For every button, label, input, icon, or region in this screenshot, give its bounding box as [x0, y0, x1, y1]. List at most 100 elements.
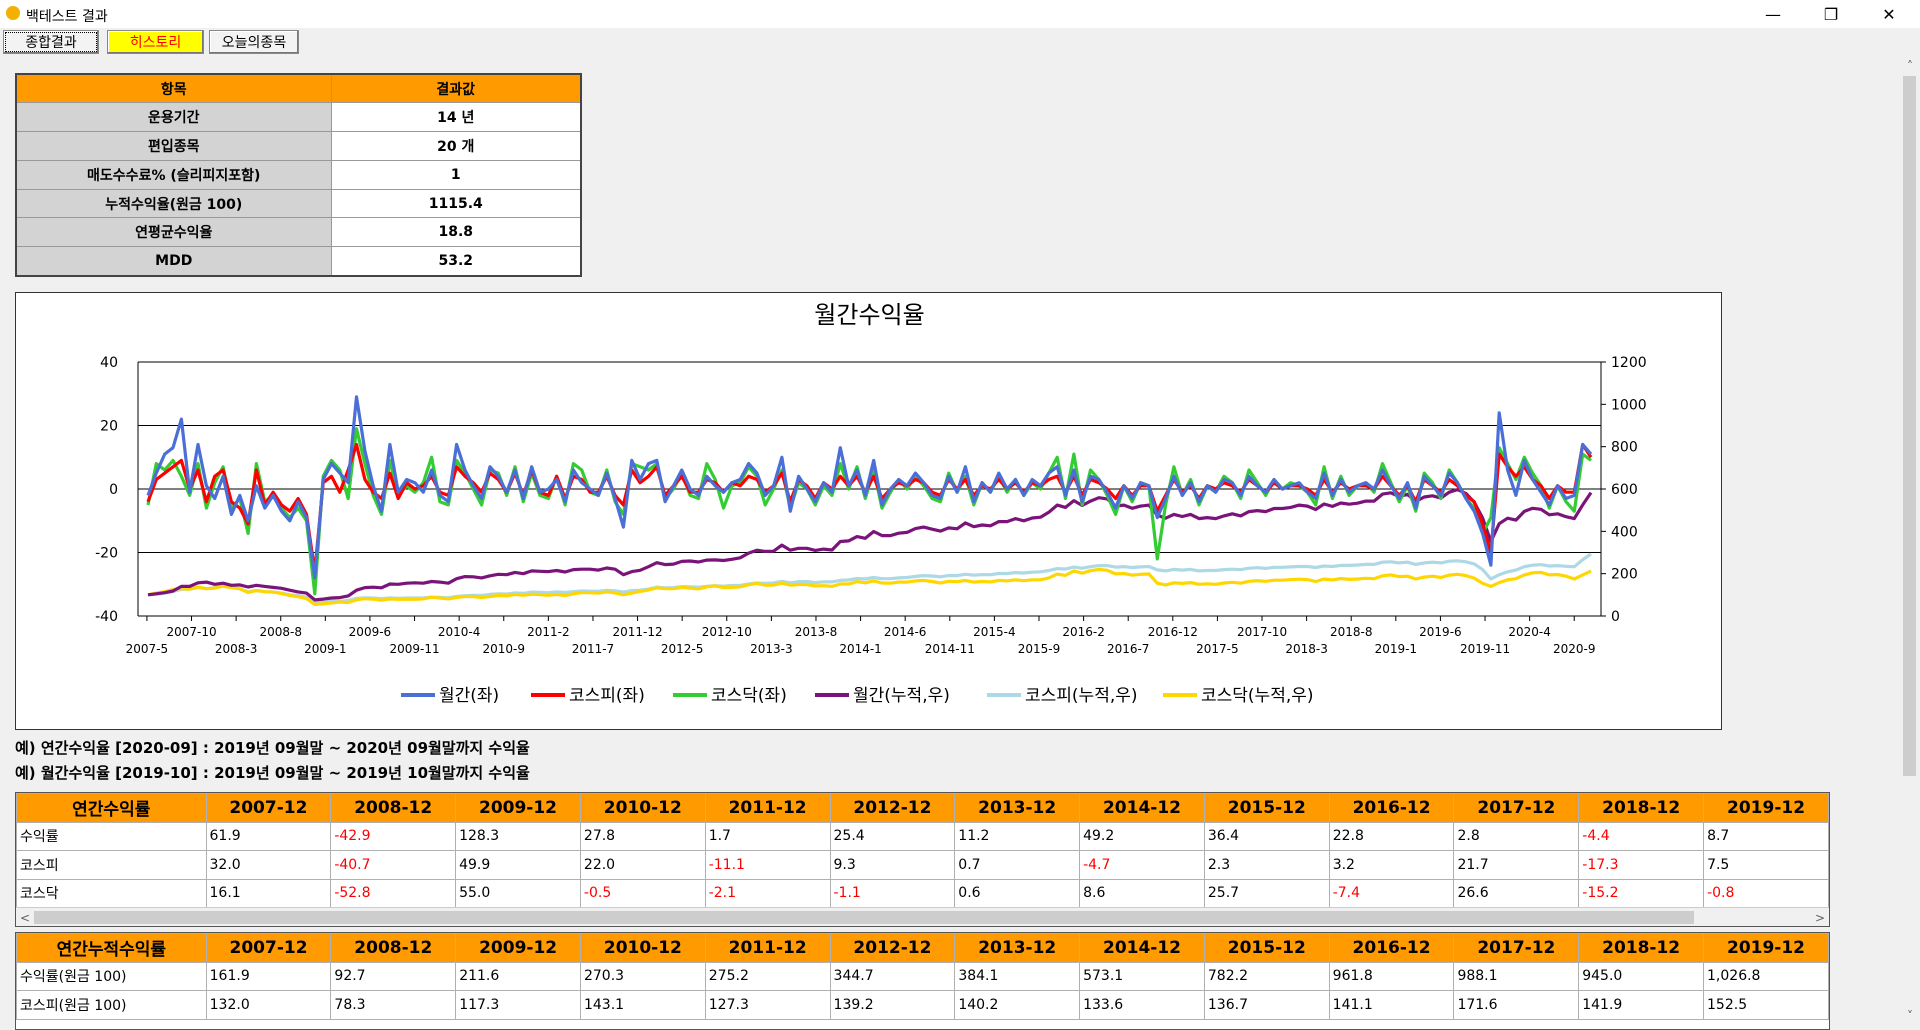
row-label-cell[interactable]: 코스피	[16, 850, 207, 880]
annual-return-grid[interactable]: 연간수익률 2007-12 2008-12 2009-12 2010-12 2011-12…	[15, 792, 1830, 927]
row-label-cell[interactable]: 코스닥	[16, 878, 207, 908]
table-cell[interactable]: 344.7	[829, 961, 956, 991]
cumulative-column-header[interactable]: 2015-12	[1203, 933, 1330, 963]
table-cell[interactable]: 988.1	[1453, 961, 1580, 991]
table-cell[interactable]: 7.5	[1703, 850, 1829, 880]
cumulative-column-header[interactable]: 2009-12	[455, 933, 581, 963]
annual-column-header[interactable]: 2018-12	[1578, 793, 1705, 823]
tab-summary[interactable]: 종합결과	[3, 30, 99, 54]
table-cell[interactable]: 61.9	[205, 821, 332, 851]
table-cell[interactable]: 128.3	[455, 821, 581, 851]
table-cell[interactable]: 133.6	[1079, 990, 1205, 1020]
table-cell[interactable]: 2.8	[1453, 821, 1580, 851]
annual-column-header[interactable]: 2009-12	[455, 793, 581, 823]
table-cell[interactable]: 140.2	[954, 990, 1081, 1020]
table-cell[interactable]: 141.1	[1328, 990, 1455, 1020]
table-cell[interactable]: 143.1	[579, 990, 706, 1020]
scroll-up-icon[interactable]: ˄	[1907, 58, 1913, 73]
table-cell[interactable]: 0.7	[954, 850, 1081, 880]
cumulative-column-header[interactable]: 2016-12	[1328, 933, 1455, 963]
table-cell[interactable]: -7.4	[1328, 878, 1455, 908]
table-cell[interactable]: 27.8	[579, 821, 706, 851]
table-cell[interactable]: -2.1	[704, 878, 831, 908]
annual-column-header[interactable]: 2013-12	[954, 793, 1081, 823]
close-button[interactable]: ✕	[1882, 4, 1896, 24]
table-cell[interactable]: 782.2	[1203, 961, 1330, 991]
table-cell[interactable]: 211.6	[455, 961, 581, 991]
table-cell[interactable]: 26.6	[1453, 878, 1580, 908]
table-cell[interactable]: 275.2	[704, 961, 831, 991]
table-row[interactable]: 수익률 61.9 -42.9 128.3 27.8 1.7 25.4 11.2 49.2 36.4…	[16, 821, 1829, 851]
table-cell[interactable]: 141.9	[1578, 990, 1705, 1020]
annual-column-header[interactable]: 2010-12	[579, 793, 706, 823]
table-cell[interactable]: 961.8	[1328, 961, 1455, 991]
annual-column-header[interactable]: 2011-12	[704, 793, 831, 823]
tab-today-stocks[interactable]: 오늘의종목	[209, 30, 299, 54]
annual-column-header[interactable]: 2012-12	[829, 793, 956, 823]
table-cell[interactable]: -11.1	[704, 850, 831, 880]
table-cell[interactable]: -42.9	[330, 821, 457, 851]
table-row[interactable]: 코스피(원금 100) 132.0 78.3 117.3 143.1 127.3 139.2…	[16, 990, 1829, 1020]
table-cell[interactable]: 171.6	[1453, 990, 1580, 1020]
table-cell[interactable]: 270.3	[579, 961, 706, 991]
table-cell[interactable]: 573.1	[1079, 961, 1205, 991]
table-cell[interactable]: -17.3	[1578, 850, 1705, 880]
table-cell[interactable]: 127.3	[704, 990, 831, 1020]
annual-column-header[interactable]: 연간수익률	[16, 793, 207, 823]
table-cell[interactable]: 32.0	[205, 850, 332, 880]
table-cell[interactable]: -0.5	[579, 878, 706, 908]
row-label-cell[interactable]: 코스피(원금 100)	[16, 990, 207, 1020]
table-cell[interactable]: 36.4	[1203, 821, 1330, 851]
cumulative-column-header[interactable]: 2017-12	[1453, 933, 1580, 963]
annual-column-header[interactable]: 2014-12	[1079, 793, 1205, 823]
cumulative-column-header[interactable]: 2007-12	[205, 933, 332, 963]
table-row[interactable]: 수익률(원금 100) 161.9 92.7 211.6 270.3 275.2 344.7…	[16, 961, 1829, 991]
table-cell[interactable]: 55.0	[455, 878, 581, 908]
cumulative-column-header[interactable]: 2019-12	[1703, 933, 1829, 963]
table-cell[interactable]: 16.1	[205, 878, 332, 908]
table-cell[interactable]: 1,026.8	[1703, 961, 1829, 991]
table-cell[interactable]: 152.5	[1703, 990, 1829, 1020]
table-cell[interactable]: 3.2	[1328, 850, 1455, 880]
scroll-right-icon[interactable]: >	[1814, 910, 1826, 925]
cumulative-column-header[interactable]: 2011-12	[704, 933, 831, 963]
table-cell[interactable]: 49.2	[1079, 821, 1205, 851]
table-cell[interactable]: 161.9	[205, 961, 332, 991]
table-cell[interactable]: 9.3	[829, 850, 956, 880]
scroll-thumb[interactable]	[34, 911, 1694, 924]
cumulative-column-header[interactable]: 2018-12	[1578, 933, 1705, 963]
table-cell[interactable]: 49.9	[455, 850, 581, 880]
table-cell[interactable]: -4.7	[1079, 850, 1205, 880]
vertical-scrollbar[interactable]: ˄ ˅	[1899, 56, 1920, 1030]
table-cell[interactable]: 22.8	[1328, 821, 1455, 851]
scroll-left-icon[interactable]: <	[19, 910, 31, 925]
table-cell[interactable]: 132.0	[205, 990, 332, 1020]
table-cell[interactable]: 92.7	[330, 961, 457, 991]
table-cell[interactable]: -40.7	[330, 850, 457, 880]
table-cell[interactable]: 139.2	[829, 990, 956, 1020]
table-cell[interactable]: -4.4	[1578, 821, 1705, 851]
table-cell[interactable]: 2.3	[1203, 850, 1330, 880]
cumulative-column-header[interactable]: 2010-12	[579, 933, 706, 963]
table-cell[interactable]: 136.7	[1203, 990, 1330, 1020]
annual-column-header[interactable]: 2019-12	[1703, 793, 1829, 823]
annual-column-header[interactable]: 2008-12	[330, 793, 457, 823]
table-cell[interactable]: -15.2	[1578, 878, 1705, 908]
table-cell[interactable]: 11.2	[954, 821, 1081, 851]
row-label-cell[interactable]: 수익률(원금 100)	[16, 961, 207, 991]
table-cell[interactable]: 8.6	[1079, 878, 1205, 908]
cumulative-column-header[interactable]: 연간누적수익률	[16, 933, 207, 963]
row-label-cell[interactable]: 수익률	[16, 821, 207, 851]
table-cell[interactable]: 0.6	[954, 878, 1081, 908]
horizontal-scrollbar[interactable]: < >	[16, 907, 1829, 926]
table-cell[interactable]: 22.0	[579, 850, 706, 880]
table-cell[interactable]: 8.7	[1703, 821, 1829, 851]
minimize-button[interactable]: —	[1765, 4, 1781, 24]
annual-column-header[interactable]: 2016-12	[1328, 793, 1455, 823]
table-cell[interactable]: 384.1	[954, 961, 1081, 991]
table-row[interactable]: 코스닥 16.1 -52.8 55.0 -0.5 -2.1 -1.1 0.6 8.6 25.7 -7…	[16, 878, 1829, 908]
table-cell[interactable]: -52.8	[330, 878, 457, 908]
cumulative-column-header[interactable]: 2012-12	[829, 933, 956, 963]
cumulative-column-header[interactable]: 2014-12	[1079, 933, 1205, 963]
cumulative-column-header[interactable]: 2013-12	[954, 933, 1081, 963]
